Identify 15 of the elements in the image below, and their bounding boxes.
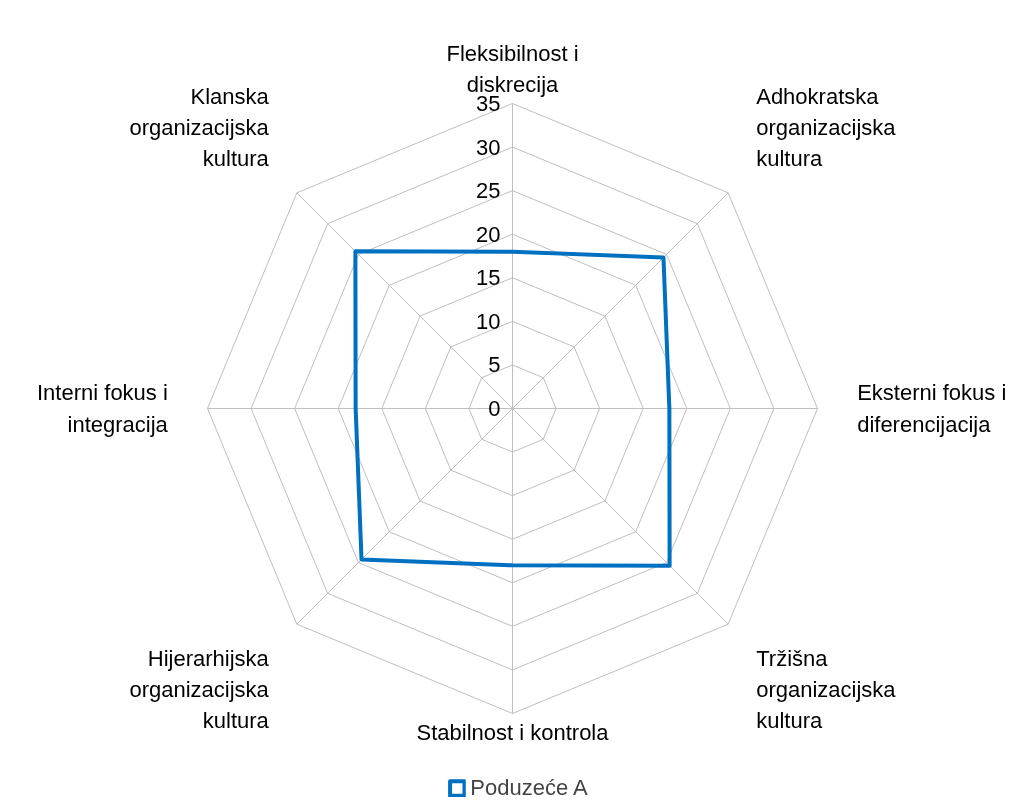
y-tick-label: 15 [476,265,501,291]
spoke-label: Eksterni fokus i diferencijacija [857,380,1007,437]
spoke-label: Interni fokus i integracija [37,380,169,437]
y-tick-label: 0 [488,396,501,421]
y-tick-label: 10 [476,308,501,334]
y-tick-label: 5 [488,352,501,378]
y-tick-label: 20 [476,221,501,247]
spoke-label: Adhokratska organizacijska kultura [756,83,897,172]
spoke-label: Tržišna organizacijska kultura [756,645,897,734]
spoke-label: Hijerarhijska organizacijska kultura [129,645,270,734]
legend-label: Poduzeće A [470,775,588,801]
spoke-label: Stabilnost i kontrola [416,719,610,745]
spoke-label: Klanska organizacijska kultura [129,83,270,172]
y-tick-label: 30 [476,134,501,160]
y-tick-label: 25 [476,178,501,204]
